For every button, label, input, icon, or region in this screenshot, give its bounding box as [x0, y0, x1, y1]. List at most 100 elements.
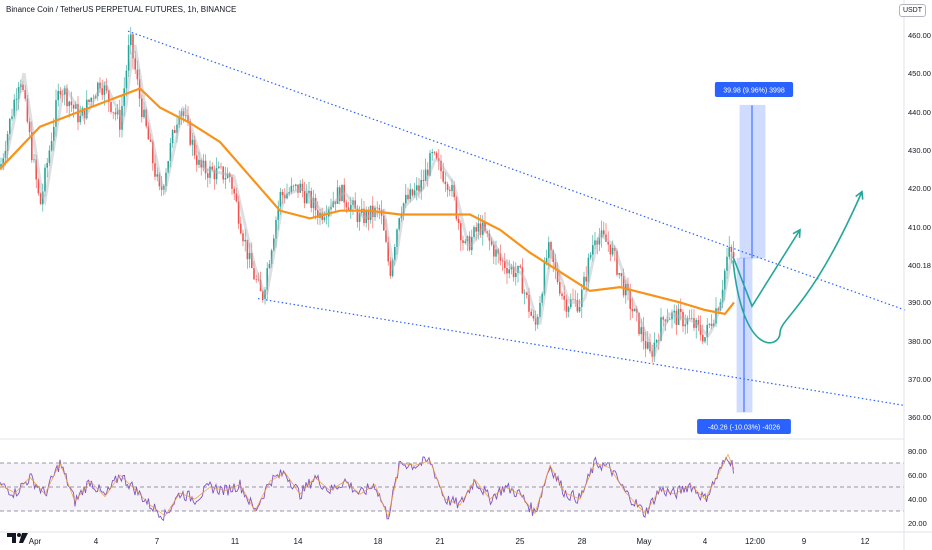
candle-body — [510, 266, 513, 270]
candle-body — [462, 240, 464, 244]
candle-body — [312, 197, 315, 208]
candle — [638, 312, 640, 337]
candle-body — [728, 247, 730, 257]
candle — [200, 158, 202, 176]
candle-body — [427, 169, 429, 176]
candle-body — [479, 223, 482, 235]
candle-body — [671, 312, 673, 320]
candle-body — [231, 177, 233, 189]
candle — [116, 104, 119, 120]
candle — [202, 153, 205, 172]
candle — [662, 315, 664, 327]
candle — [99, 77, 101, 94]
candle-body — [702, 334, 704, 342]
candle — [528, 287, 530, 319]
candle-body — [156, 174, 158, 177]
candle-body — [594, 240, 596, 246]
candle-body — [537, 316, 539, 325]
range-label-box — [714, 82, 794, 97]
time-tick-label: 25 — [516, 537, 525, 546]
candle — [354, 192, 356, 209]
candlesticks — [0, 27, 735, 363]
candle-body — [369, 205, 372, 220]
candle-body — [488, 233, 491, 241]
candle — [37, 177, 40, 196]
candle — [72, 103, 75, 118]
candle-body — [660, 317, 662, 341]
candle-body — [6, 134, 9, 151]
candle-body — [675, 310, 678, 325]
candle — [475, 222, 477, 241]
candle-body — [286, 193, 288, 199]
candle-body — [2, 158, 4, 165]
candle — [713, 319, 715, 328]
price-range-tool: 39.98 (9.96%) 3998 -40.26 (-10.03%) -4026 — [697, 82, 794, 434]
candle-body — [253, 268, 255, 280]
candle-body — [204, 160, 207, 174]
candle-body — [574, 299, 576, 301]
candle — [13, 94, 15, 119]
candle-body — [721, 289, 724, 303]
candle — [649, 333, 651, 354]
candle-body — [141, 98, 143, 118]
candle-body — [64, 88, 66, 95]
candle-body — [22, 84, 24, 90]
candle — [587, 253, 590, 291]
candle-body — [655, 339, 658, 343]
candle — [409, 183, 411, 203]
candle — [185, 104, 187, 120]
candle — [468, 231, 471, 252]
candle-body — [572, 299, 574, 301]
candle — [567, 305, 570, 318]
candle — [576, 292, 579, 313]
candle-body — [464, 241, 466, 244]
candle-body — [336, 187, 339, 204]
candle-body — [72, 105, 75, 109]
candle-body — [706, 324, 708, 338]
candle — [446, 181, 449, 198]
candle-body — [495, 249, 497, 257]
candle — [193, 135, 196, 160]
candle-body — [330, 206, 332, 210]
candle-body — [633, 308, 636, 312]
candle — [418, 177, 420, 199]
candle-body — [251, 252, 253, 269]
candle — [572, 288, 574, 301]
time-tick-label: 12 — [861, 537, 870, 546]
projection-arrowhead — [792, 228, 801, 238]
candle-body — [695, 320, 697, 328]
currency-button[interactable]: USDT — [898, 4, 926, 17]
candle-body — [79, 115, 81, 123]
candle — [653, 332, 656, 362]
candle-body — [528, 295, 530, 312]
candle — [699, 315, 702, 341]
candle-body — [664, 319, 667, 322]
candle-body — [154, 163, 156, 177]
candle-body — [325, 216, 328, 218]
candle-body — [13, 99, 15, 117]
candle — [506, 259, 508, 284]
candle — [209, 160, 211, 184]
candle — [647, 331, 649, 350]
candle — [574, 290, 576, 307]
candle — [286, 183, 288, 200]
projection-path — [732, 229, 801, 308]
candle-body — [343, 184, 345, 203]
candle — [196, 144, 198, 172]
candle — [257, 272, 260, 282]
candle — [422, 169, 425, 190]
candle — [314, 193, 317, 220]
candle-body — [389, 261, 392, 276]
candle — [515, 262, 517, 286]
candle-body — [556, 268, 559, 282]
candle — [174, 125, 176, 134]
fast-moving-average — [0, 44, 734, 361]
candle-body — [455, 197, 458, 219]
candle-body — [215, 168, 218, 180]
price-tick-label: 380.00 — [908, 337, 931, 346]
candle-body — [405, 194, 407, 204]
candle-body — [431, 152, 433, 154]
trendline — [257, 297, 906, 407]
candle-body — [147, 126, 150, 140]
